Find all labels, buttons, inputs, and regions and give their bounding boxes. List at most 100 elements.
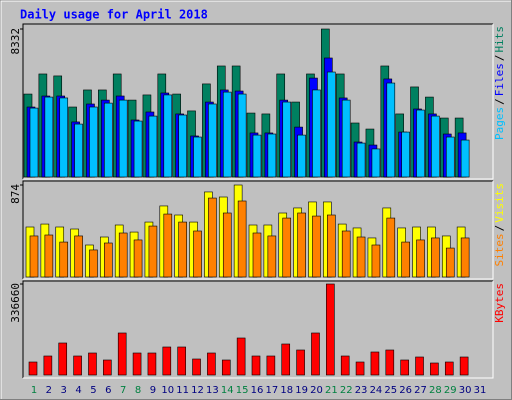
bar (163, 94, 173, 178)
bar (43, 355, 53, 376)
bar (312, 89, 321, 178)
bar (327, 214, 336, 278)
bar (89, 106, 98, 178)
legend-entry: Hits (493, 26, 506, 53)
bar (89, 249, 98, 278)
bar (445, 136, 455, 178)
x-tick-label: 17 (265, 385, 278, 396)
x-tick-label: 29 (444, 385, 457, 396)
bar (118, 99, 128, 178)
x-tick-label: 27 (414, 385, 427, 396)
legend-entry: Pages (493, 107, 506, 140)
bar (297, 134, 306, 178)
bar (252, 134, 262, 178)
plot-shadow (22, 180, 493, 279)
bar (74, 235, 83, 278)
x-tick-label: 18 (280, 385, 293, 396)
x-tick-label: 8 (135, 385, 141, 396)
bar (44, 96, 54, 178)
bar (237, 200, 247, 278)
bar (221, 359, 231, 376)
x-tick-label: 1 (31, 385, 37, 396)
bar (251, 355, 261, 376)
x-tick-label: 9 (150, 385, 156, 396)
bar (104, 102, 113, 178)
bar (73, 355, 82, 376)
x-tick-label: 16 (251, 385, 264, 396)
y-tick-label: 336660 (9, 283, 22, 323)
bar (267, 133, 277, 178)
bar (236, 337, 246, 376)
bar (371, 148, 381, 178)
bar (148, 225, 158, 278)
bar (192, 358, 201, 376)
bar (29, 235, 39, 278)
bar (117, 332, 127, 376)
bar (356, 142, 366, 178)
bar (267, 235, 277, 278)
x-tick-label: 23 (355, 385, 368, 396)
bar (28, 361, 38, 376)
bar (88, 352, 97, 376)
bar (59, 241, 69, 278)
bar (445, 247, 455, 278)
bar (44, 234, 54, 278)
bar (74, 123, 83, 178)
bar (416, 109, 425, 178)
plot-light (23, 24, 494, 180)
bar (370, 351, 380, 376)
bar (207, 352, 216, 376)
bar (282, 217, 292, 278)
x-tick-label: 5 (90, 385, 96, 396)
x-tick-label: 7 (120, 385, 126, 396)
bar (162, 346, 172, 376)
bar (208, 103, 217, 178)
bar (431, 237, 440, 278)
bar (104, 242, 113, 278)
x-tick-label: 26 (399, 385, 412, 396)
plot-shadow (22, 280, 493, 378)
bar (177, 346, 186, 376)
legend-separator: / (493, 55, 506, 62)
bar (401, 131, 410, 178)
bar (29, 107, 39, 178)
bar (386, 217, 396, 278)
bar (430, 362, 439, 376)
bar (163, 213, 173, 278)
bar (147, 352, 157, 376)
bar (355, 361, 365, 376)
x-tick-label: 20 (310, 385, 323, 396)
bar (386, 82, 396, 178)
plot-light (23, 181, 494, 280)
bar (356, 236, 366, 278)
bar (431, 115, 440, 178)
bar (460, 139, 470, 178)
bar (401, 241, 410, 278)
bar (266, 355, 276, 376)
x-tick-label: 19 (295, 385, 308, 396)
bar (58, 342, 68, 376)
bar (193, 230, 202, 278)
x-tick-label: 10 (161, 385, 174, 396)
legend-entry: Sites (493, 233, 506, 266)
bar (281, 343, 291, 376)
bar (133, 239, 143, 278)
x-tick-label: 12 (191, 385, 204, 396)
plot-shadow (22, 23, 493, 179)
x-tick-label: 28 (429, 385, 442, 396)
plot-light (23, 281, 494, 379)
bar (341, 230, 351, 278)
y-tick-label: 874 (9, 184, 22, 204)
x-tick-label: 21 (325, 385, 338, 396)
bar (193, 136, 202, 178)
bar (59, 97, 69, 178)
bar (385, 349, 395, 376)
x-tick-label: 25 (384, 385, 397, 396)
bar (133, 120, 143, 178)
bar (416, 239, 425, 278)
x-tick-label: 4 (75, 385, 81, 396)
bar (415, 356, 424, 376)
